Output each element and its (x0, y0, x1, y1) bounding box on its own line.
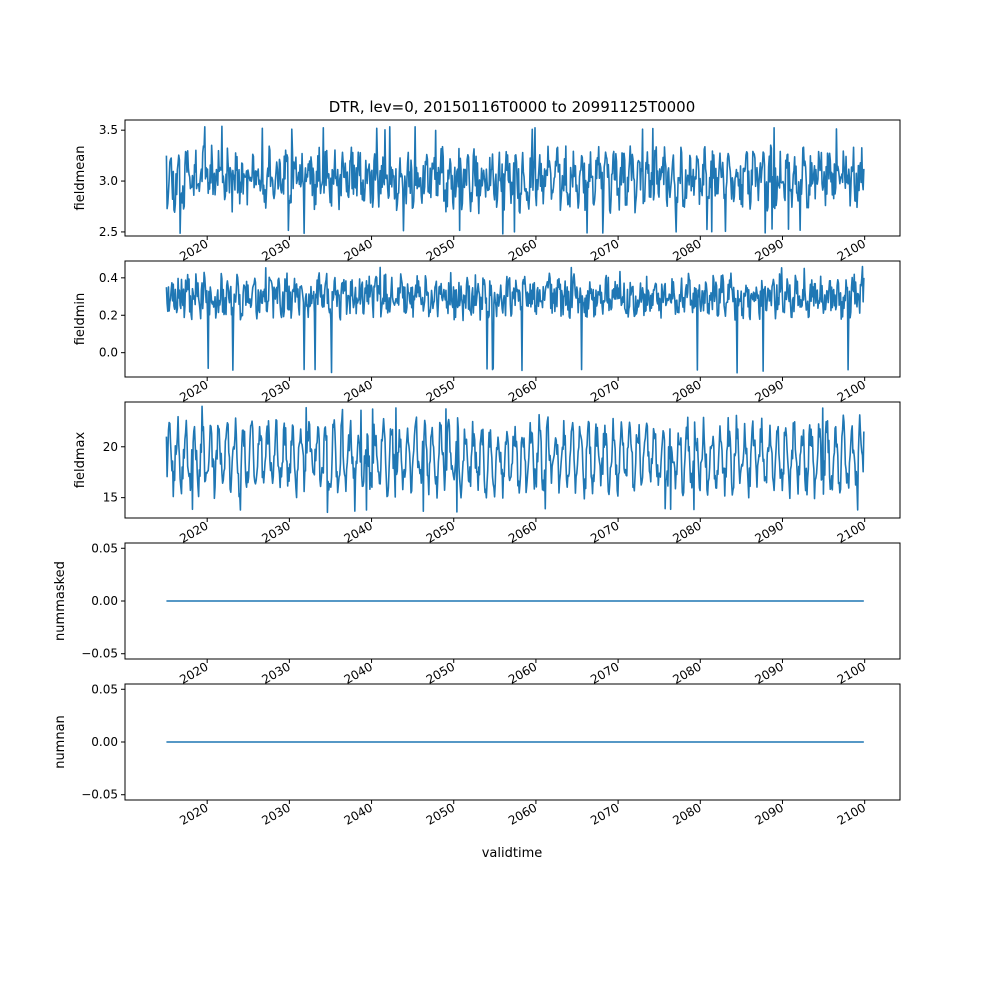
numnan-y-axis-label: numnan (53, 715, 68, 769)
fieldmax-y-axis-label: fieldmax (73, 432, 88, 489)
nummasked-ytick-label: 0.05 (91, 541, 118, 555)
fieldmin-ytick-label: 0.0 (99, 346, 118, 360)
fieldmin-y-axis-label: fieldmin (73, 293, 88, 346)
fieldmean-ytick-label: 2.5 (99, 225, 118, 239)
fieldmin-axes-frame (124, 260, 901, 378)
x-axis-label: validtime (482, 846, 543, 861)
fieldmean-axes-frame (124, 119, 901, 237)
fieldmin-ytick-label: 0.4 (99, 271, 118, 285)
figure-title: DTR, lev=0, 20150116T0000 to 20991125T00… (329, 98, 696, 116)
fieldmean-y-axis-label: fieldmean (73, 146, 88, 211)
fieldmean-ytick-label: 3.5 (99, 123, 118, 137)
fieldmax-axes-frame (124, 401, 901, 519)
fieldmax-ytick-label: 15 (103, 491, 118, 505)
numnan-ytick-label: 0.05 (91, 682, 118, 696)
fieldmax-ytick-label: 20 (103, 440, 118, 454)
fieldmean-series-line (165, 125, 865, 235)
nummasked-ytick-label: 0.00 (91, 594, 118, 608)
nummasked-y-axis-label: nummasked (53, 561, 68, 641)
fieldmin-ytick-label: 0.2 (99, 308, 118, 322)
fieldmax-series-line (165, 405, 865, 514)
numnan-ytick-label: −0.05 (81, 788, 118, 802)
numnan-ytick-label: 0.00 (91, 735, 118, 749)
fieldmin-series-line (165, 265, 865, 374)
nummasked-ytick-label: −0.05 (81, 647, 118, 661)
fieldmean-ytick-label: 3.0 (99, 174, 118, 188)
